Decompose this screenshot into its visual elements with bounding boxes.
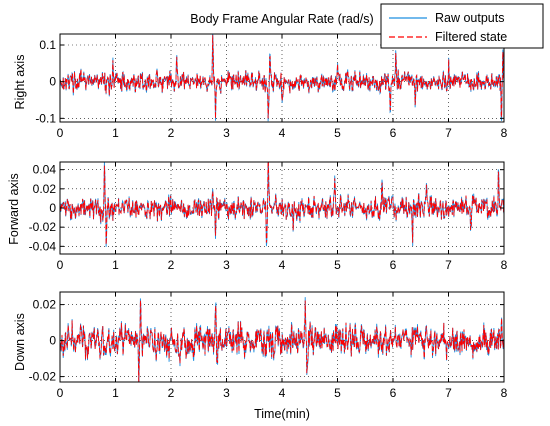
x-tick-label: 6 <box>390 126 397 140</box>
y-axis-label-forward: Forward axis <box>7 173 21 245</box>
x-tick-label: 8 <box>501 386 508 400</box>
y-axis-label-down: Down axis <box>13 313 27 371</box>
x-tick-label: 2 <box>168 126 175 140</box>
x-tick-label: 8 <box>501 258 508 272</box>
x-tick-label: 1 <box>112 126 119 140</box>
subplot-right-axis: Body Frame Angular Rate (rad/s) Right ax… <box>13 12 508 140</box>
legend-box <box>380 3 544 49</box>
x-tick-label: 6 <box>390 386 397 400</box>
x-tick-label: 1 <box>112 258 119 272</box>
series-line-filtered-state <box>60 162 504 245</box>
x-tick-label: 8 <box>501 126 508 140</box>
y-tick-label: -0.1 <box>35 111 56 125</box>
x-tick-label: 5 <box>334 386 341 400</box>
y-tick-label: 0.04 <box>33 163 57 177</box>
x-tick-label: 3 <box>223 258 230 272</box>
x-tick-label: 1 <box>112 386 119 400</box>
y-tick-label: 0.02 <box>33 182 57 196</box>
x-tick-label: 0 <box>57 258 64 272</box>
y-tick-label: 0.1 <box>39 38 56 52</box>
y-tick-label: 0 <box>49 201 56 215</box>
x-tick-label: 7 <box>445 258 452 272</box>
x-tick-label: 2 <box>168 258 175 272</box>
x-tick-label: 3 <box>223 126 230 140</box>
x-tick-label: 5 <box>334 258 341 272</box>
legend-label-raw: Raw outputs <box>435 11 504 25</box>
x-tick-label: 0 <box>57 126 64 140</box>
x-tick-label: 4 <box>279 386 286 400</box>
y-tick-label: 0 <box>49 75 56 89</box>
x-tick-label: 4 <box>279 126 286 140</box>
y-tick-label: -0.02 <box>29 370 57 384</box>
x-tick-label: 5 <box>334 126 341 140</box>
series-line-raw-outputs <box>60 34 504 122</box>
legend-label-filtered: Filtered state <box>435 30 507 44</box>
y-tick-label: 0 <box>49 334 56 348</box>
chart-title: Body Frame Angular Rate (rad/s) <box>190 12 373 26</box>
x-axis-label: Time(min) <box>254 407 310 421</box>
subplot-forward-axis: Forward axis 0 1 2 3 4 5 6 7 8 -0.04 -0.02 0 0.02 0.0… <box>7 161 508 272</box>
x-tick-label: 7 <box>445 386 452 400</box>
legend: Raw outputs Filtered state <box>380 3 544 49</box>
x-tick-label: 0 <box>57 386 64 400</box>
y-tick-label: 0.02 <box>33 298 57 312</box>
y-tick-label: -0.02 <box>29 220 57 234</box>
x-tick-label: 6 <box>390 258 397 272</box>
series-line-filtered-state <box>60 35 504 119</box>
series-line-filtered-state <box>60 300 504 382</box>
y-axis-label-right: Right axis <box>13 55 27 110</box>
x-tick-label: 2 <box>168 386 175 400</box>
x-tick-label: 3 <box>223 386 230 400</box>
y-tick-label: -0.04 <box>29 239 57 253</box>
x-tick-label: 7 <box>445 126 452 140</box>
x-tick-label: 4 <box>279 258 286 272</box>
